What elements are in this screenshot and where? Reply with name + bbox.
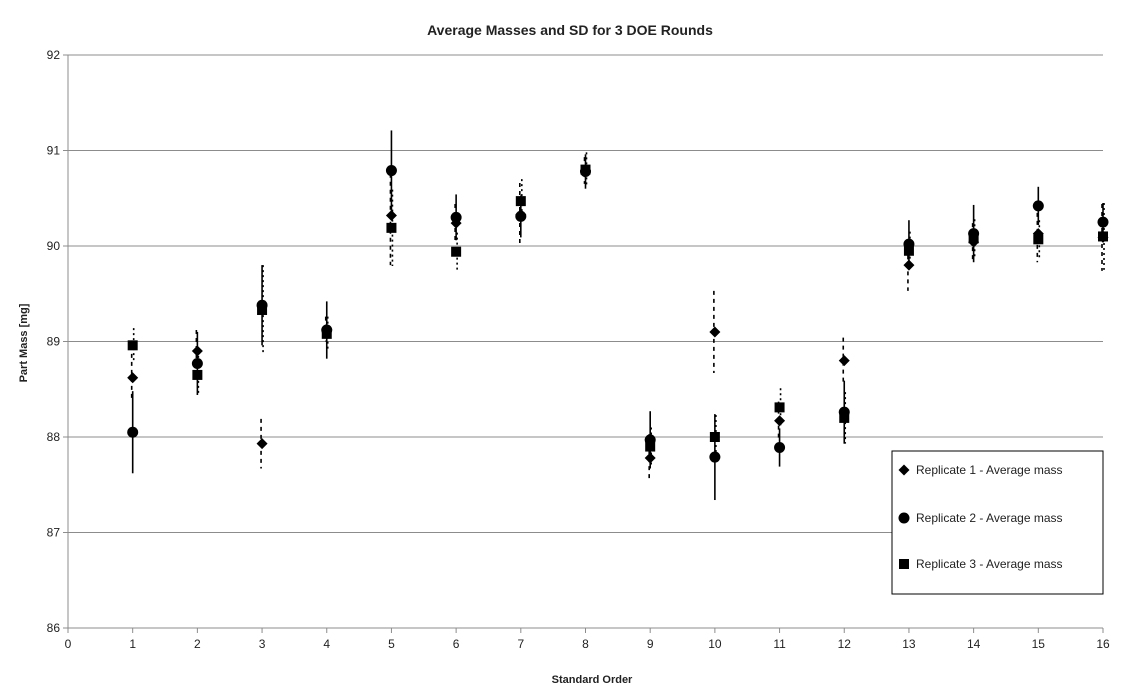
x-tick-label: 1 (129, 637, 136, 651)
point-s3-square (321, 328, 332, 339)
point-s2-circle (709, 451, 721, 463)
point-s1-diamond (385, 209, 397, 221)
y-tick-label: 89 (47, 335, 61, 349)
point-s1-diamond (838, 355, 850, 367)
y-tick-label: 92 (47, 48, 61, 62)
point-s3-square (839, 412, 850, 423)
legend-marker-diamond (898, 464, 910, 476)
point-s2-circle (774, 442, 786, 454)
point-s2-circle (385, 165, 397, 177)
legend-label: Replicate 2 - Average mass (916, 511, 1063, 525)
x-tick-label: 11 (773, 637, 786, 651)
x-tick-label: 6 (453, 637, 460, 651)
point-s2-circle (1097, 216, 1109, 228)
x-tick-label: 2 (194, 637, 201, 651)
legend-label: Replicate 1 - Average mass (916, 463, 1063, 477)
point-s2-circle (1032, 200, 1044, 212)
x-tick-label: 0 (65, 637, 72, 651)
x-axis-label: Standard Order (552, 674, 633, 686)
point-s3-square (1098, 231, 1108, 242)
point-s1-diamond (644, 452, 656, 464)
point-s2-circle (191, 357, 203, 369)
x-tick-label: 13 (902, 637, 916, 651)
point-s1-diamond (903, 259, 915, 271)
point-s3-square (386, 222, 397, 233)
legend-marker-square (899, 559, 909, 569)
point-s3-square (257, 304, 268, 315)
point-s1-diamond (709, 326, 721, 338)
point-s1-diamond (774, 415, 786, 427)
x-tick-label: 9 (647, 637, 654, 651)
x-tick-label: 10 (708, 637, 722, 651)
point-s1-diamond (127, 372, 139, 384)
y-tick-label: 86 (47, 621, 61, 635)
point-s2-circle (127, 426, 139, 438)
y-tick-label: 91 (47, 144, 61, 158)
x-tick-label: 14 (967, 637, 981, 651)
point-s3-square (709, 432, 720, 442)
point-s3-square (968, 233, 979, 244)
x-tick-label: 4 (323, 637, 330, 651)
point-s2-circle (515, 210, 527, 222)
x-tick-label: 16 (1096, 637, 1110, 651)
error-bars (130, 130, 1105, 501)
x-tick-label: 15 (1032, 637, 1046, 651)
point-s1-diamond (256, 438, 268, 450)
x-tick-label: 8 (582, 637, 589, 651)
x-tick-label: 12 (838, 637, 852, 651)
point-s3-square (451, 246, 462, 257)
point-s3-square (903, 245, 914, 256)
x-tick-label: 7 (517, 637, 524, 651)
point-s2-circle (450, 211, 462, 223)
legend: Replicate 1 - Average mass Replicate 2 - … (891, 450, 1104, 595)
point-s3-square (774, 402, 785, 413)
axes (63, 54, 1104, 633)
y-tick-label: 90 (47, 239, 61, 253)
chart-title: Average Masses and SD for 3 DOE Rounds (427, 22, 713, 38)
point-s3-square (645, 441, 656, 452)
x-tick-label: 5 (388, 637, 395, 651)
data-points (127, 164, 1109, 464)
y-axis-label: Part Mass [mg] (18, 303, 30, 382)
point-s3-square (1033, 234, 1044, 245)
point-s3-square (192, 369, 203, 380)
legend-box (891, 450, 1104, 595)
legend-label: Replicate 3 - Average mass (916, 557, 1063, 571)
legend-marker-circle (898, 512, 910, 524)
x-tick-label: 3 (259, 637, 266, 651)
point-s1-diamond (191, 345, 203, 357)
point-s3-square (515, 196, 526, 207)
point-s3-square (580, 164, 591, 175)
y-tick-label: 87 (47, 526, 61, 540)
point-s3-square (127, 340, 138, 351)
y-tick-label: 88 (47, 430, 61, 444)
